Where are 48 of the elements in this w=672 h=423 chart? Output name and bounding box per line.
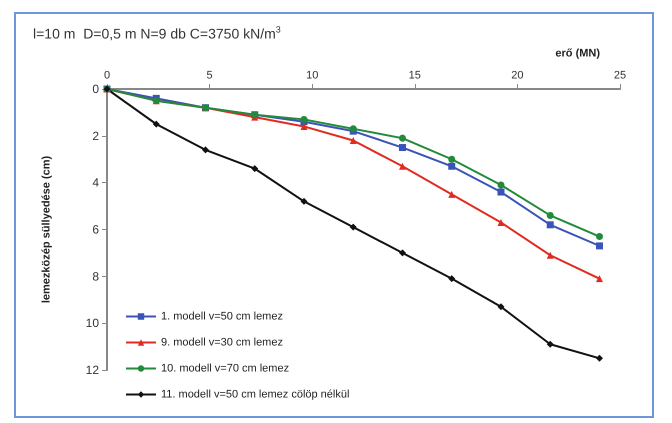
y-axis-title: lemezközép süllyedése (cm): [40, 155, 52, 304]
y-tick-label: 2: [92, 128, 100, 143]
point: [546, 212, 554, 219]
point: [350, 137, 357, 144]
x-tick-label: 15: [408, 70, 421, 82]
point: [497, 188, 504, 196]
point: [300, 116, 308, 123]
point: [152, 120, 160, 128]
legend-label: 9. modell v=30 cm lemez: [161, 336, 283, 348]
x-axis-title: erő (MN): [555, 48, 600, 60]
point: [546, 221, 554, 228]
legend-label: 11. modell v=50 cm lemez cölöp nélkül: [161, 388, 350, 400]
point: [251, 165, 258, 172]
x-tick-label: 10: [306, 70, 318, 82]
y-tick-label: 0: [92, 82, 100, 96]
point: [497, 303, 504, 310]
point: [497, 182, 504, 189]
point: [596, 354, 603, 362]
point: [398, 249, 406, 256]
y-tick-label: 4: [92, 176, 100, 190]
point: [398, 162, 406, 170]
point: [448, 190, 456, 198]
y-tick-label: 12: [86, 363, 100, 377]
legend-label: 10. modell v=70 cm lemez: [161, 362, 290, 374]
x-tick-label: 5: [206, 70, 213, 82]
point: [448, 162, 456, 170]
point: [546, 252, 554, 259]
y-tick-label: 10: [86, 316, 100, 330]
point: [448, 275, 456, 282]
point: [202, 146, 209, 154]
point: [448, 156, 456, 163]
point: [398, 134, 406, 142]
point: [300, 122, 308, 130]
x-tick-label: 25: [614, 70, 626, 82]
point: [546, 340, 554, 348]
legend-label: 1. modell v=50 cm lemez: [161, 310, 283, 322]
point: [596, 242, 603, 250]
x-tick-label: 0: [104, 70, 110, 82]
point: [596, 233, 603, 240]
y-tick-label: 8: [92, 269, 100, 284]
point: [300, 198, 308, 205]
y-tick-label: 6: [92, 222, 100, 236]
point: [596, 275, 603, 282]
point: [350, 125, 357, 132]
point: [398, 144, 406, 152]
point: [497, 218, 504, 226]
x-tick-label: 20: [511, 70, 524, 82]
point: [350, 224, 357, 231]
